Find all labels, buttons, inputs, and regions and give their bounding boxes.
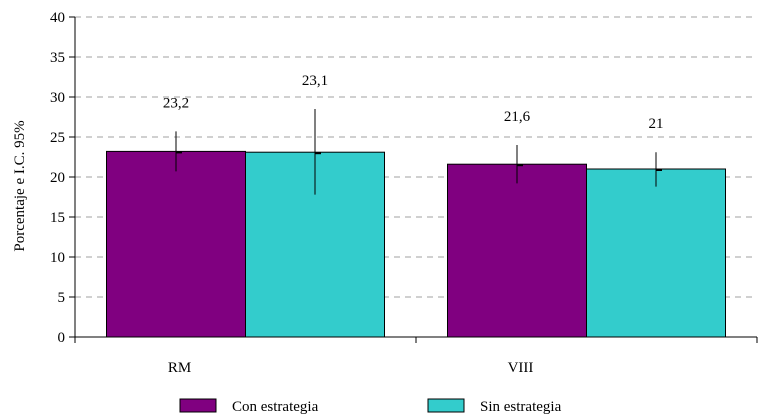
bars [106, 109, 726, 338]
y-tick-label: 15 [50, 210, 65, 226]
y-tick-label: 5 [58, 290, 66, 306]
legend-swatch [427, 398, 465, 413]
y-tick-label: 0 [58, 330, 66, 346]
bar [447, 163, 587, 338]
x-tick-label: RM [168, 360, 191, 376]
legend-label: Sin estrategia [480, 399, 562, 415]
y-tick-label: 25 [50, 130, 65, 146]
data-label: 21 [649, 116, 664, 132]
bar [586, 168, 726, 338]
labels: 0 5 10 15 20 25 30 35 40 23,2 23,1 RM 21,6 21 VIII [50, 10, 664, 376]
legend: Con estrategia Sin estrategia [179, 398, 562, 415]
bar [106, 150, 246, 338]
y-tick-label: 35 [50, 50, 65, 66]
data-label: 23,1 [302, 73, 328, 89]
y-axis-label: Porcentaje e I.C. 95% [12, 120, 28, 251]
y-tick-label: 30 [50, 90, 65, 106]
axes [69, 16, 758, 343]
y-tick-label: 20 [50, 170, 65, 186]
x-tick-label: VIII [508, 360, 534, 376]
y-tick-label: 40 [50, 10, 65, 26]
data-label: 21,6 [504, 109, 531, 125]
y-tick-label: 10 [50, 250, 65, 266]
legend-label: Con estrategia [232, 399, 319, 415]
legend-swatch [179, 398, 217, 413]
data-label: 23,2 [163, 95, 189, 111]
